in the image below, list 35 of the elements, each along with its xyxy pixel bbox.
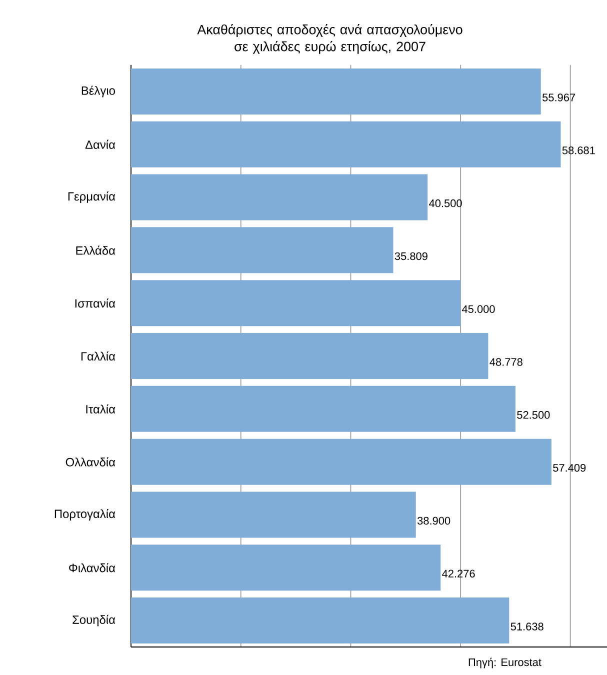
- bar: [131, 438, 552, 485]
- data-label: 51.638: [510, 622, 544, 630]
- y-tick-label: Βέλγιο: [82, 86, 115, 98]
- bar: [131, 121, 561, 168]
- y-tick-label: Δανία: [85, 140, 116, 149]
- bar: [131, 386, 516, 432]
- bar: [131, 227, 394, 274]
- y-tick-label: Ολλανδία: [66, 457, 116, 466]
- data-label: 38.900: [417, 516, 450, 525]
- data-label: 48.778: [490, 358, 522, 366]
- y-tick-label: Γαλλία: [81, 351, 116, 361]
- bar: [131, 280, 461, 326]
- y-tick-label: Πορτογαλία: [54, 508, 116, 520]
- y-tick-label: Ιταλία: [86, 404, 116, 414]
- data-label: 42.276: [442, 570, 475, 578]
- y-tick-label: Ισπανία: [75, 298, 116, 308]
- chart-title: Ακαθάριστες αποδοχές ανά απασχολούμενο σε χιλιάδες ευρώ ετησίως, 2007: [197, 24, 462, 54]
- bar: [131, 598, 510, 644]
- bar: [131, 68, 541, 114]
- bar: [131, 544, 441, 591]
- data-label: 35.809: [394, 252, 428, 260]
- bar: [131, 492, 416, 538]
- data-label: 40.500: [429, 199, 462, 208]
- bar: [131, 174, 428, 220]
- data-label: 58.681: [562, 146, 595, 154]
- bar: [131, 333, 488, 380]
- y-tick-label: Ελλάδα: [76, 246, 116, 255]
- data-label: 45.000: [462, 305, 495, 313]
- data-label: 55.967: [542, 94, 576, 102]
- text: Πηγή: Eurostat: [468, 658, 542, 668]
- y-tick-label: Σουηδία: [72, 614, 116, 626]
- data-label: 52.500: [517, 411, 550, 419]
- y-tick-label: Γερμανία: [68, 192, 116, 204]
- y-tick-label: Φιλανδία: [69, 563, 116, 572]
- data-label: 57.409: [553, 464, 586, 472]
